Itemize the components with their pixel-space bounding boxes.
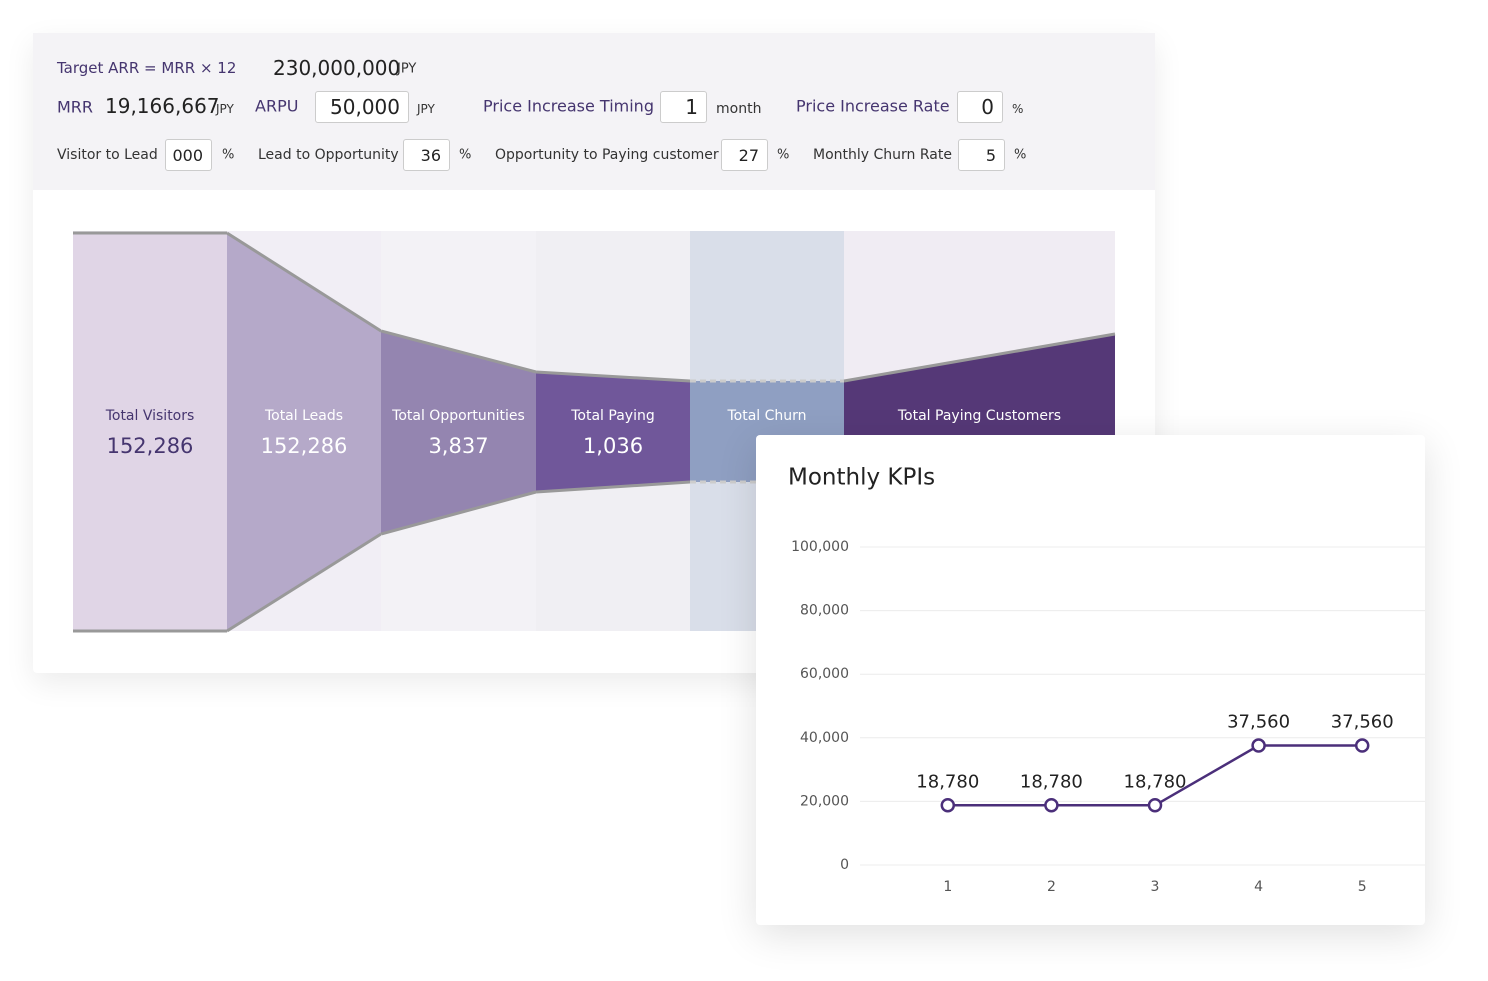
input-box[interactable]: 50,000	[315, 91, 409, 123]
target-label: Target ARR = MRR × 12	[57, 59, 237, 77]
input-label: Opportunity to Paying customer	[495, 147, 719, 163]
stage-label: Total Churn	[726, 408, 806, 424]
stage-label: Total Visitors	[105, 408, 195, 424]
x-tick-label: 5	[1358, 879, 1367, 895]
value-label: 18,780	[1020, 771, 1083, 792]
input-box[interactable]: 36	[403, 139, 450, 171]
kpi-card: Monthly KPIs 0 20,000 40,000 60,000 80,000 10…	[756, 435, 1425, 925]
funnel-edge	[380, 490, 537, 536]
stage-label: Total Opportunities	[391, 408, 525, 424]
funnel-edge	[535, 480, 691, 494]
stage-label: Total Paying	[570, 408, 654, 424]
x-tick-label: 4	[1254, 879, 1263, 895]
point	[1147, 798, 1163, 813]
y-tick-label: 40,000	[800, 730, 849, 746]
stage-value: 1,036	[583, 434, 643, 458]
x-tick-label: 2	[1047, 879, 1056, 895]
y-tick-label: 100,000	[791, 539, 849, 555]
input-unit: month	[716, 101, 762, 117]
input-label: Price Increase Rate	[796, 96, 950, 116]
y-tick-label: 80,000	[800, 603, 849, 619]
value-label: 18,780	[916, 771, 979, 792]
point	[1251, 738, 1266, 753]
funnel-stage	[227, 233, 381, 631]
chart-title: Monthly KPIs	[788, 465, 935, 491]
value-label: 18,780	[1124, 771, 1187, 792]
funnel-edge	[226, 231, 382, 333]
point	[940, 798, 956, 813]
input-label: Lead to Opportunity	[258, 147, 399, 163]
stage-value: 152,286	[107, 434, 194, 458]
input-box[interactable]: 1	[660, 91, 707, 123]
input-box[interactable]: 000	[165, 139, 212, 171]
funnel-stage	[73, 233, 227, 631]
funnel-edge	[843, 332, 1116, 383]
stage-label: Total Paying Customers	[897, 408, 1061, 424]
input-label: Monthly Churn Rate	[813, 147, 952, 163]
input-unit: %	[1014, 147, 1027, 163]
stage-label: Total Leads	[264, 408, 343, 424]
funnel-edge	[535, 370, 691, 383]
input-unit: %	[1012, 102, 1024, 116]
input-unit: %	[459, 147, 472, 163]
y-tick-label: 0	[840, 857, 849, 873]
input-box[interactable]: 5	[958, 139, 1005, 171]
y-tick-label: 60,000	[800, 666, 849, 682]
y-tick-label: 20,000	[800, 793, 849, 809]
mrr-value: 19,166,667	[105, 94, 220, 118]
input-box[interactable]: 27	[721, 139, 768, 171]
x-tick-label: 3	[1151, 879, 1160, 895]
input-unit: %	[777, 147, 790, 163]
value-label: 37,560	[1331, 712, 1394, 733]
funnel-stage	[381, 331, 536, 534]
funnel-edge	[380, 329, 537, 374]
value-label: 37,560	[1227, 712, 1290, 733]
input-label: ARPU	[255, 96, 299, 116]
funnel-edge	[226, 532, 382, 633]
input-label: Visitor to Lead	[57, 147, 158, 163]
target-value: 230,000,000	[273, 56, 401, 80]
stage-value: 3,837	[428, 434, 488, 458]
mrr-label: MRR	[57, 97, 94, 117]
target-unit: JPY	[397, 61, 417, 77]
input-label: Price Increase Timing	[483, 96, 654, 116]
chart: Monthly KPIs 0 20,000 40,000 60,000 80,000 10…	[788, 465, 1425, 895]
settings-panel: Target ARR = MRR × 12 230,000,000 JPY MRR 19…	[33, 33, 1155, 190]
input-unit: JPY	[417, 102, 435, 116]
x-tick-label: 1	[943, 879, 952, 895]
stage-value: 152,286	[261, 434, 348, 458]
input-unit: %	[222, 147, 235, 163]
input-box[interactable]: 0	[957, 91, 1003, 123]
point	[1044, 798, 1059, 813]
point	[1354, 738, 1370, 753]
mrr-unit: JPY	[216, 102, 234, 116]
funnel-stage	[536, 372, 690, 492]
